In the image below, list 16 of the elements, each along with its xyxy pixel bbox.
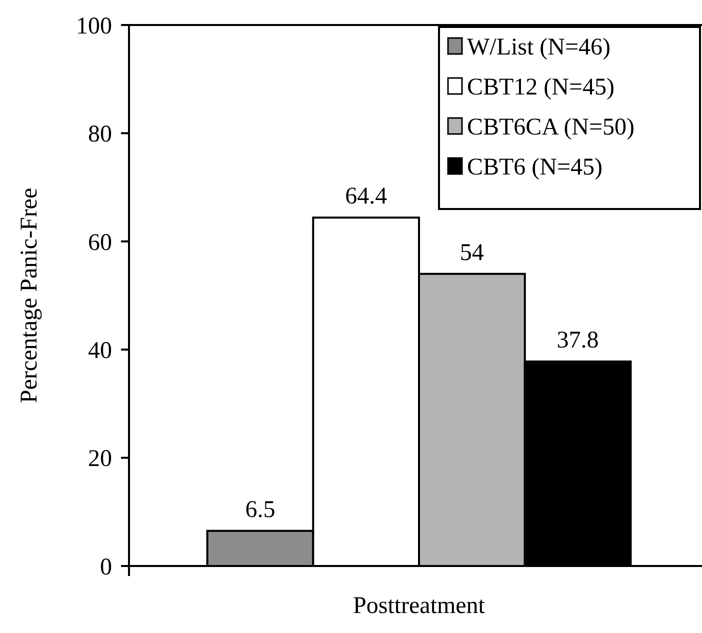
data-label: 6.5	[245, 496, 276, 523]
y-tick-label: 60	[88, 230, 112, 256]
data-label: 37.8	[556, 328, 599, 354]
data-label: 54	[460, 240, 484, 266]
legend-label: CBT6 (N=45)	[467, 154, 603, 180]
y-tick-label: 0	[100, 554, 112, 580]
x-tick-label: Posttreatment	[353, 593, 486, 619]
y-tick-label: 80	[88, 122, 112, 148]
y-tick-label: 100	[76, 13, 112, 40]
legend-label: W/List (N=46)	[467, 34, 611, 60]
data-label: 64.4	[345, 184, 388, 210]
legend-label: CBT12 (N=45)	[467, 74, 615, 100]
y-tick-label: 40	[88, 338, 112, 364]
y-axis-title: Percentage Panic-Free	[16, 188, 42, 404]
y-tick-label: 20	[88, 446, 112, 472]
legend-label: CBT6CA (N=50)	[467, 114, 635, 140]
